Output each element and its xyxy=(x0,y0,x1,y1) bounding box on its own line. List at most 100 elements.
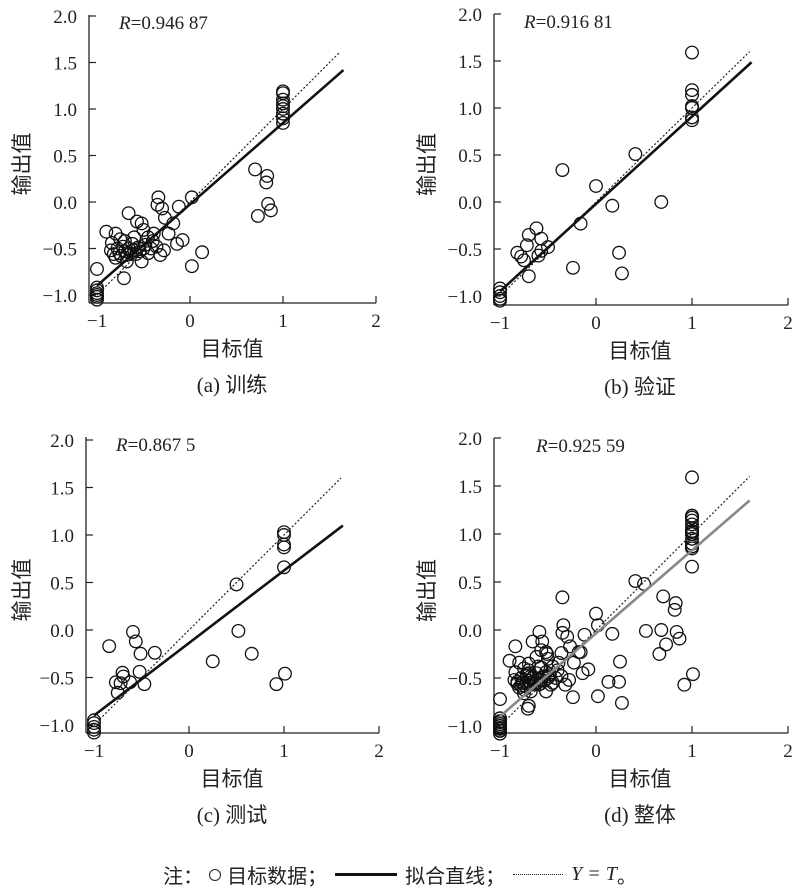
subplot-a: 2.0 1.5 1.0 0.5 0.0 −0.5 −1.0 −1 0 1 2 目标值 (a) 训练 输出值… xyxy=(10,7,381,397)
y-tick-label: 1.0 xyxy=(50,526,74,547)
data-point xyxy=(515,675,530,690)
legend-identity: Y = T xyxy=(571,863,617,885)
data-point xyxy=(628,147,643,162)
subplot-b: 2.0 1.5 1.0 0.5 0.0 −0.5 −1.0 −1 0 1 2 目标值 (b) 验证 输出值… xyxy=(415,5,793,399)
data-point xyxy=(278,666,292,681)
data-point xyxy=(150,197,165,212)
r-value-label: R=0.925 59 xyxy=(535,436,625,457)
data-point xyxy=(555,625,570,640)
x-tick-label: 0 xyxy=(591,313,601,334)
data-point xyxy=(560,629,575,644)
data-point xyxy=(114,248,129,263)
identity-line xyxy=(499,51,751,297)
data-point xyxy=(87,716,101,731)
data-point xyxy=(125,624,140,639)
x-tick-label: 0 xyxy=(184,741,194,762)
data-point xyxy=(155,201,170,216)
y-tick-label: 1.0 xyxy=(458,525,482,546)
data-point xyxy=(493,726,507,741)
data-point xyxy=(543,677,558,692)
data-point xyxy=(521,227,536,242)
r-number: =0.867 5 xyxy=(128,435,196,456)
x-tick-label: 2 xyxy=(371,311,381,332)
data-point xyxy=(654,195,669,209)
data-point xyxy=(614,266,629,281)
data-point xyxy=(554,669,569,684)
data-point xyxy=(263,203,278,218)
subplot-caption: (a) 训练 xyxy=(197,373,268,397)
data-point xyxy=(685,531,699,546)
x-tick-label: −1 xyxy=(490,741,510,762)
y-tick-label: −0.5 xyxy=(40,669,74,690)
y-axis-label: 输出值 xyxy=(415,559,439,622)
data-point xyxy=(205,654,220,669)
data-point xyxy=(540,647,554,661)
y-tick-label: 1.5 xyxy=(458,477,482,498)
x-tick-label: 1 xyxy=(279,741,289,762)
r-value-label: R=0.867 5 xyxy=(115,435,195,456)
r-symbol: R xyxy=(115,435,128,456)
data-point xyxy=(685,470,699,485)
data-point xyxy=(541,240,555,255)
data-point xyxy=(667,602,682,617)
r-symbol: R xyxy=(523,12,536,33)
data-point xyxy=(134,216,149,231)
data-point xyxy=(554,646,569,660)
data-point xyxy=(508,665,523,680)
data-point xyxy=(133,646,148,661)
y-tick-label: −0.5 xyxy=(448,669,482,690)
data-point xyxy=(149,239,164,254)
x-tick-label: −1 xyxy=(84,741,104,762)
data-point xyxy=(259,175,274,190)
data-point xyxy=(276,106,290,121)
data-point xyxy=(677,677,692,692)
r-number: =0.916 81 xyxy=(536,12,613,33)
data-point xyxy=(277,525,291,540)
legend-suffix: 。 xyxy=(616,866,637,888)
data-point xyxy=(276,84,290,99)
data-point xyxy=(686,667,700,682)
data-point xyxy=(517,686,531,701)
x-tick-label: 1 xyxy=(687,313,697,334)
y-tick-label: −1.0 xyxy=(448,717,482,738)
data-point xyxy=(628,574,643,588)
y-tick-label: 1.5 xyxy=(458,52,482,73)
fit-line xyxy=(499,61,753,293)
data-point xyxy=(669,624,684,639)
r-number: =0.946 87 xyxy=(131,13,208,34)
y-tick-label: 2.0 xyxy=(53,7,77,28)
data-point xyxy=(656,589,671,604)
data-point xyxy=(117,271,131,286)
data-point xyxy=(277,540,291,555)
data-point xyxy=(534,243,549,258)
data-point xyxy=(269,677,284,692)
data-point xyxy=(508,639,523,654)
fit-line xyxy=(93,524,344,717)
data-point xyxy=(612,245,626,260)
r-symbol: R xyxy=(118,13,131,34)
x-axis-label: 目标值 xyxy=(609,767,672,791)
data-point xyxy=(589,606,603,621)
r-value-label: R=0.946 87 xyxy=(118,13,208,34)
data-point xyxy=(102,639,117,654)
data-point xyxy=(157,243,171,258)
subplot-d: 2.0 1.5 1.0 0.5 0.0 −0.5 −1.0 −1 0 1 2 目标值 (d) 整体 输出值… xyxy=(415,429,793,827)
data-point xyxy=(672,631,687,646)
data-point xyxy=(535,634,550,649)
data-point xyxy=(121,206,136,221)
data-point xyxy=(510,245,525,260)
data-point xyxy=(532,624,547,639)
y-tick-label: −1.0 xyxy=(43,286,77,307)
x-tick-label: 0 xyxy=(185,311,195,332)
y-axis-label: 输出值 xyxy=(415,133,439,196)
data-point xyxy=(601,674,616,689)
subplot-caption: (c) 测试 xyxy=(197,803,268,827)
legend-target: 目标数据； xyxy=(227,866,328,888)
data-point xyxy=(685,508,699,523)
data-point xyxy=(184,259,199,274)
y-tick-label: −1.0 xyxy=(448,287,482,308)
data-point xyxy=(555,163,570,177)
data-point xyxy=(147,645,162,660)
subplot-c: 2.0 1.5 1.0 0.5 0.0 −0.5 −1.0 −1 0 1 2 目标值 (c) 测试 输出值… xyxy=(10,431,384,827)
data-point xyxy=(614,696,629,710)
